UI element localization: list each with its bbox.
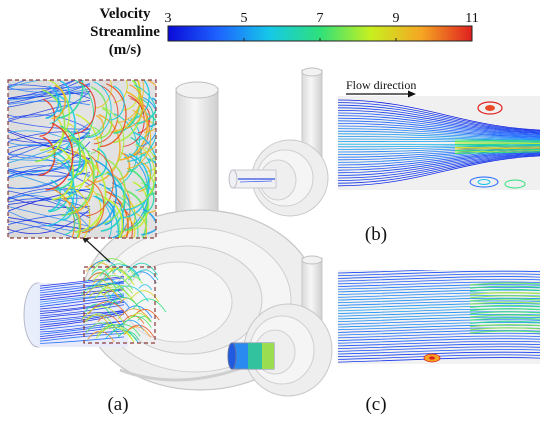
colorbar-tick-4: 11: [465, 11, 478, 26]
flow-direction-label: Flow direction: [346, 78, 416, 92]
legend-title-line2: Streamline: [90, 24, 160, 40]
colorbar-tick-1: 5: [241, 11, 248, 26]
velocity-legend: Velocity Streamline (m/s) 3 5 7 9 11: [90, 6, 479, 58]
colorbar-tick-3: 9: [393, 11, 400, 26]
legend-title-line1: Velocity: [99, 6, 151, 22]
panel-b-pump: [228, 67, 329, 217]
panel-c-flowfield: (c): [338, 270, 540, 415]
panel-a-label: (a): [107, 394, 128, 415]
panel-c-label: (c): [365, 394, 386, 415]
colorbar-tick-2: 7: [317, 11, 324, 26]
impeller-streamlines: [80, 258, 167, 343]
colorbar-tick-0: 3: [165, 11, 172, 26]
zoom-inset-frame: [7, 79, 157, 239]
legend-title-line3: (m/s): [109, 42, 142, 58]
panel-a-pump: (a): [23, 81, 319, 415]
panel-b-flowfield: Flow direction (b): [338, 78, 540, 245]
panel-b-label: (b): [365, 224, 387, 245]
zoom-selection-box: [83, 266, 156, 344]
zoom-inset: [7, 79, 157, 239]
panel-c-pump: [227, 255, 333, 397]
colorbar-ticks: 3 5 7 9 11: [165, 11, 479, 41]
